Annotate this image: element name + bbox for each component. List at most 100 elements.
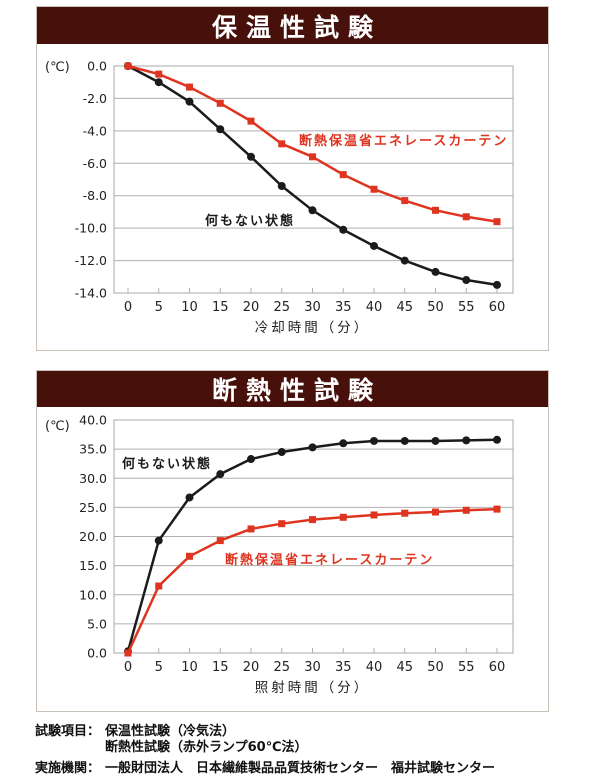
- x-axis-title: 照射時間（分）: [255, 680, 371, 696]
- y-axis-unit-label: (℃): [45, 60, 70, 75]
- series-label: 何もない状態: [122, 456, 212, 472]
- x-tick-label: 55: [458, 660, 475, 675]
- data-point-square: [493, 218, 501, 226]
- data-point-square: [186, 552, 193, 560]
- data-point-circle: [400, 436, 409, 445]
- footer-label: 実施機関：: [35, 761, 101, 776]
- y-tick-label: -2.0: [83, 91, 107, 106]
- data-point-square: [155, 582, 163, 590]
- data-point-square: [370, 511, 378, 519]
- data-point-square: [309, 516, 316, 524]
- x-tick-label: 15: [212, 660, 229, 675]
- data-point-circle: [431, 436, 440, 445]
- data-point-square: [493, 505, 501, 513]
- data-point-square: [370, 185, 378, 193]
- x-tick-label: 20: [243, 300, 260, 315]
- y-tick-label: 35.0: [79, 442, 107, 457]
- data-point-square: [216, 99, 224, 107]
- series-curtain: [124, 62, 501, 226]
- data-point-circle: [216, 125, 225, 134]
- footer-label: 試験項目：: [35, 724, 101, 739]
- y-tick-label: -4.0: [83, 123, 107, 138]
- x-tick-label: 40: [366, 300, 383, 315]
- x-tick-label: 50: [427, 660, 444, 675]
- y-tick-label: -6.0: [83, 156, 107, 171]
- data-point-circle: [400, 256, 409, 265]
- x-tick-label: 25: [273, 300, 290, 315]
- x-tick-label: 5: [155, 660, 163, 675]
- footer-text: 一般財団法人 日本繊維製品品質技術センター 福井試験センター: [105, 761, 496, 776]
- data-point-circle: [247, 152, 255, 161]
- x-tick-label: 60: [489, 660, 506, 675]
- y-tick-label: 25.0: [79, 500, 107, 515]
- data-point-square: [155, 70, 163, 78]
- x-tick-label: 5: [155, 300, 163, 315]
- data-point-square: [432, 508, 439, 516]
- data-point-circle: [493, 435, 501, 444]
- y-tick-label: -10.0: [75, 221, 107, 236]
- data-point-circle: [339, 439, 348, 448]
- x-tick-label: 0: [124, 660, 132, 675]
- footer-text: 断熱性試験（赤外ランプ60℃法）: [105, 740, 308, 755]
- footer-row-test-items: 試験項目： 保温性試験（冷気法）: [35, 724, 595, 740]
- x-tick-label: 20: [243, 660, 260, 675]
- x-tick-label: 35: [335, 300, 352, 315]
- data-point-circle: [277, 181, 286, 190]
- series-bare: [124, 62, 501, 289]
- data-point-square: [216, 537, 224, 545]
- data-point-circle: [277, 448, 286, 457]
- x-axis-title: 冷却時間（分）: [255, 320, 371, 336]
- x-tick-label: 55: [458, 300, 475, 315]
- y-tick-label: 5.0: [87, 616, 107, 631]
- heat-retention-chart: 0.0 -2.0 -4.0 -6.0 -8.0 -10.0 -12.0 -14.0 (℃) 0 5 1…: [45, 59, 514, 336]
- y-tick-label: -12.0: [75, 253, 107, 268]
- heat-insulation-chart: 40.0 35.0 30.0 25.0 20.0 15.0 10.0 5.0 0.0 (℃) 0 5 1…: [45, 413, 514, 696]
- data-point-circle: [462, 436, 471, 445]
- heat-insulation-panel: 断熱性試験 40.0 35.0 30.0 25.0 20.0 15.0 10.0 5.0 0.0…: [36, 370, 549, 712]
- x-tick-label: 35: [335, 660, 352, 675]
- series-label: 断熱保温省エネレースカーテン: [299, 133, 508, 149]
- data-point-circle: [462, 276, 471, 285]
- data-point-circle: [216, 470, 225, 479]
- chart-title: 断熱性試験: [211, 376, 382, 405]
- x-tick-label: 25: [273, 660, 290, 675]
- footer-row-test-items-2: 断熱性試験（赤外ランプ60℃法）: [35, 740, 595, 756]
- series-line: [126, 507, 498, 654]
- y-tick-label: -8.0: [83, 188, 107, 203]
- y-grid-and-labels: 0.0 -2.0 -4.0 -6.0 -8.0 -10.0 -12.0 -14.0: [75, 59, 513, 301]
- heat-retention-panel: 保温性試験 0.0 -2.0 -4.0 -6.0 -8.0 -10.0 -12.0 -14.0…: [36, 6, 549, 351]
- data-point-circle: [339, 225, 348, 234]
- x-tick-label: 60: [489, 300, 506, 315]
- y-tick-label: 20.0: [79, 529, 107, 544]
- x-tick-label: 30: [304, 300, 321, 315]
- y-tick-label: 0.0: [87, 646, 107, 661]
- series-bare: [124, 435, 501, 656]
- x-tick-label: 10: [181, 660, 198, 675]
- x-tick-label: 40: [366, 660, 383, 675]
- data-point-square: [462, 506, 470, 514]
- footer-text: 保温性試験（冷気法）: [105, 724, 236, 739]
- x-tick-label: 45: [396, 300, 413, 315]
- series-label: 何もない状態: [205, 213, 295, 229]
- data-point-square: [339, 171, 347, 179]
- y-tick-label: 0.0: [87, 59, 107, 74]
- data-point-square: [247, 117, 255, 125]
- data-point-circle: [493, 280, 501, 289]
- footer-row-organization: 実施機関： 一般財団法人 日本繊維製品品質技術センター 福井試験センター: [35, 761, 595, 777]
- x-tick-label: 30: [304, 660, 321, 675]
- data-point-square: [462, 213, 470, 221]
- footer-indent: [35, 740, 105, 756]
- data-point-square: [186, 83, 193, 91]
- data-point-square: [247, 525, 255, 533]
- plot-border: [113, 65, 514, 294]
- data-point-circle: [247, 455, 255, 464]
- plot-border: [113, 419, 514, 654]
- x-tick-label: 50: [427, 300, 444, 315]
- data-point-square: [309, 153, 316, 161]
- data-point-square: [401, 509, 409, 517]
- heat-retention-title-bar: 保温性試験: [37, 7, 548, 44]
- y-axis-unit-label: (℃): [45, 419, 70, 434]
- data-point-circle: [308, 443, 317, 452]
- data-point-square: [432, 206, 439, 214]
- x-tick-label: 10: [181, 300, 198, 315]
